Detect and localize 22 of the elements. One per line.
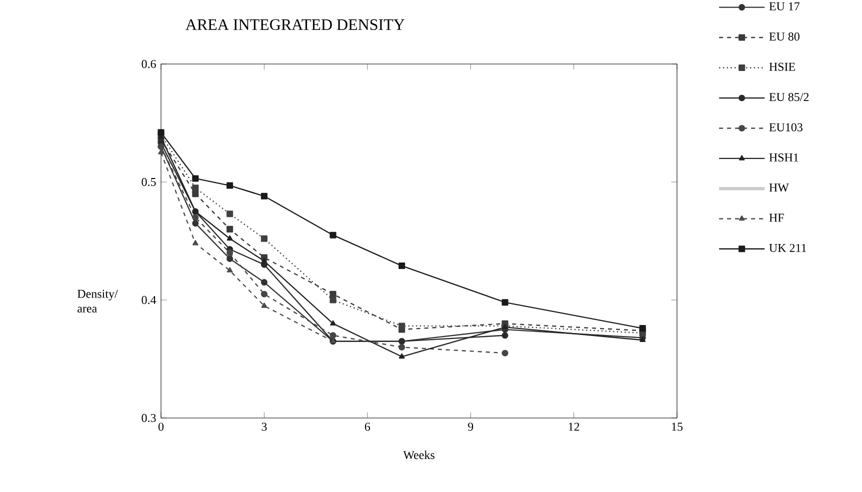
y-tick-label: 0.4 bbox=[142, 296, 156, 304]
y-tick-label: 0.3 bbox=[142, 414, 156, 422]
x-axis-title: Weeks bbox=[403, 450, 434, 460]
x-tick-label: 3 bbox=[262, 422, 267, 431]
legend-label: UK 211 bbox=[769, 244, 806, 252]
legend-label: EU 17 bbox=[769, 2, 800, 10]
legend-label: EU 80 bbox=[769, 32, 800, 41]
x-tick-label: 9 bbox=[468, 422, 474, 431]
chart-title: AREA INTEGRATED DENSITY bbox=[186, 19, 405, 30]
x-tick-label: 6 bbox=[364, 422, 370, 431]
y-tick-label: 0.5 bbox=[142, 178, 156, 186]
legend-label: HW bbox=[769, 184, 789, 192]
legend-label: HSIE bbox=[769, 62, 795, 71]
legend-label: HF bbox=[769, 214, 784, 222]
y-axis-title: Density/ area bbox=[78, 290, 118, 313]
x-tick-label: 12 bbox=[568, 422, 580, 431]
x-tick-label: 0 bbox=[158, 422, 164, 431]
legend-label: HSH1 bbox=[769, 153, 798, 162]
x-tick-label: 15 bbox=[672, 422, 683, 431]
y-tick-label: 0.6 bbox=[142, 60, 156, 68]
legend-label: EU 85/2 bbox=[769, 92, 809, 102]
legend-label: EU103 bbox=[769, 123, 802, 132]
